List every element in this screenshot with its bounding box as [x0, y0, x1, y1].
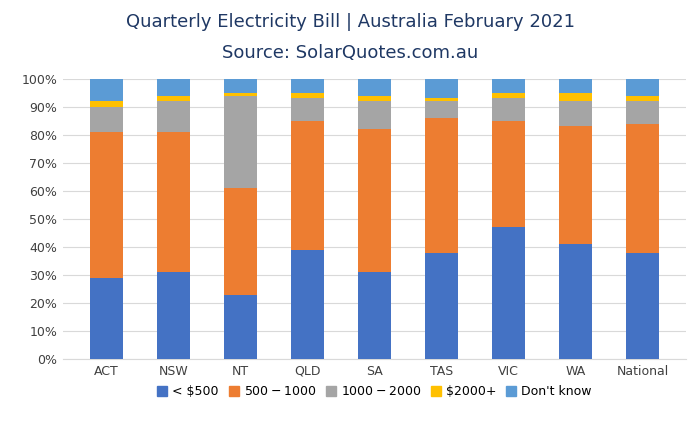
Bar — [358, 79, 391, 95]
Bar — [491, 227, 525, 359]
Bar — [90, 107, 123, 132]
Bar — [90, 278, 123, 359]
Bar — [157, 101, 190, 132]
Bar — [626, 124, 659, 253]
Bar — [358, 129, 391, 272]
Bar — [626, 79, 659, 95]
Bar — [157, 272, 190, 359]
Bar — [90, 79, 123, 101]
Bar — [157, 132, 190, 272]
Text: Quarterly Electricity Bill | Australia February 2021: Quarterly Electricity Bill | Australia F… — [125, 13, 575, 31]
Bar — [425, 101, 458, 118]
Bar — [626, 101, 659, 124]
Bar — [559, 127, 592, 244]
Bar — [491, 99, 525, 121]
Bar — [224, 188, 258, 295]
Bar — [90, 101, 123, 107]
Legend: < $500, $500 - $1000, $1000- $2000, $2000+, Don't know: < $500, $500 - $1000, $1000- $2000, $200… — [152, 380, 597, 403]
Bar — [491, 79, 525, 93]
Bar — [425, 118, 458, 253]
Bar — [224, 79, 258, 93]
Bar — [224, 95, 258, 188]
Bar — [559, 93, 592, 101]
Bar — [290, 93, 324, 99]
Bar — [425, 253, 458, 359]
Bar — [358, 101, 391, 129]
Bar — [90, 132, 123, 278]
Bar — [491, 121, 525, 227]
Bar — [224, 295, 258, 359]
Bar — [358, 272, 391, 359]
Bar — [559, 79, 592, 93]
Bar — [358, 95, 391, 101]
Bar — [425, 99, 458, 101]
Bar — [559, 244, 592, 359]
Bar — [626, 253, 659, 359]
Bar — [290, 121, 324, 250]
Bar — [290, 79, 324, 93]
Bar — [626, 95, 659, 101]
Bar — [290, 99, 324, 121]
Bar — [290, 250, 324, 359]
Bar — [425, 79, 458, 99]
Bar — [224, 93, 258, 95]
Bar — [157, 79, 190, 95]
Text: Source: SolarQuotes.com.au: Source: SolarQuotes.com.au — [222, 44, 478, 62]
Bar — [491, 93, 525, 99]
Bar — [559, 101, 592, 127]
Bar — [157, 95, 190, 101]
